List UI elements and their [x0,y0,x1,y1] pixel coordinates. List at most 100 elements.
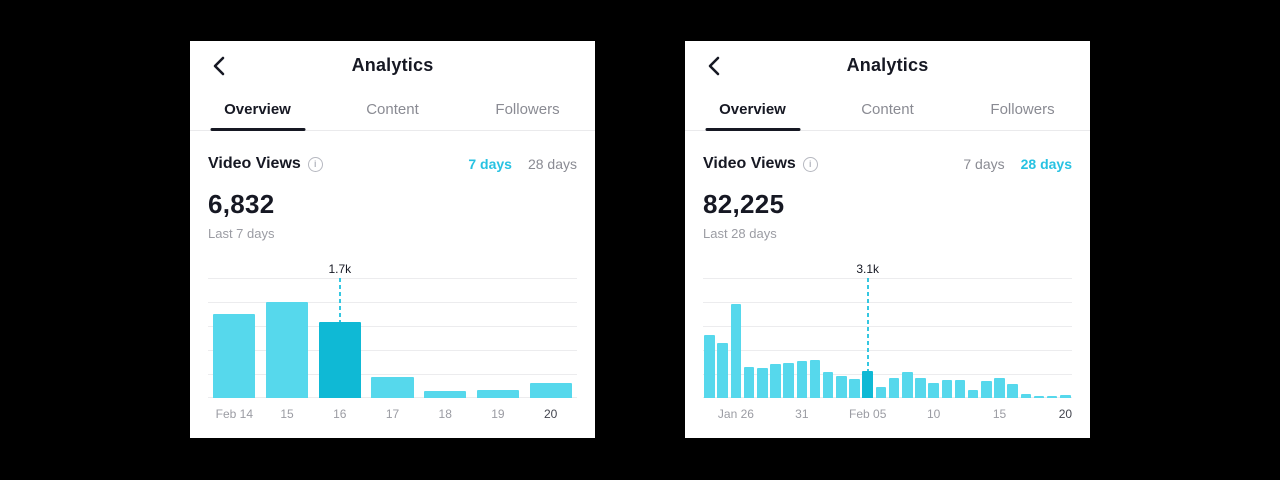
gridline [208,374,577,375]
period-28days[interactable]: 28 days [1020,156,1072,172]
gridline [703,326,1072,327]
chart-bar-jan-28[interactable] [757,368,768,398]
tab-bar: Overview Content Followers [685,89,1090,131]
gridline [208,278,577,279]
metric-subtitle: Last 28 days [703,226,777,241]
chart-bar-feb-10[interactable] [928,383,939,398]
x-axis-label: 17 [385,407,400,421]
chevron-left-icon [708,56,719,76]
chart-bar-feb-15[interactable] [265,302,309,398]
chart-bar-feb-15[interactable] [994,378,1005,398]
selection-dashed-line [338,278,341,323]
tab-followers[interactable]: Followers [955,89,1090,130]
chart-plot-area [208,278,577,398]
gridline [703,397,1072,398]
chart-bar-feb-02[interactable] [822,371,834,398]
chart-bar-jan-29[interactable] [770,364,781,398]
chart-bar-feb-11[interactable] [941,379,953,398]
chart-bar-feb-08[interactable] [901,371,913,398]
video-views-chart-28days: 3.1k Jan 26 31 Feb 05 10 15 20 [703,259,1072,425]
chart-bar-feb-18[interactable] [424,391,467,398]
x-axis-label: Jan 26 [717,407,754,421]
period-selector: 7 days 28 days [963,156,1072,172]
period-7days[interactable]: 7 days [963,156,1005,172]
period-7days[interactable]: 7 days [468,156,512,172]
gridline [208,350,577,351]
gridline [208,326,577,327]
tab-overview[interactable]: Overview [190,89,325,130]
tab-content[interactable]: Content [325,89,460,130]
chart-bar-feb-12[interactable] [954,379,966,398]
gridline [703,350,1072,351]
section-title-label: Video Views [703,155,796,172]
period-selector: 7 days 28 days [468,156,577,172]
app-header: Analytics [190,41,595,89]
chart-bar-jan-26[interactable] [730,304,742,398]
chart-plot-area [703,278,1072,398]
info-icon[interactable]: i [307,156,323,172]
period-28days[interactable]: 28 days [527,156,577,172]
chart-bar-jan-30[interactable] [783,363,794,398]
chart-bar-feb-17[interactable] [371,376,414,398]
x-axis-label: 31 [795,407,809,421]
chart-bar-feb-16[interactable] [1007,384,1018,398]
gridline [208,302,577,303]
x-axis-label: 16 [333,407,347,421]
chart-bar-feb-20[interactable] [529,383,572,398]
chart-x-axis: Jan 26 31 Feb 05 10 15 20 [703,405,1072,425]
x-axis-label: 10 [926,407,941,421]
gridline [703,302,1072,303]
chart-bar-feb-14[interactable] [213,313,256,398]
metric-subtitle: Last 7 days [208,226,275,241]
selection-dashed-line [866,278,869,372]
chart-bar-feb-17[interactable] [1020,393,1032,398]
chart-bar-feb-07[interactable] [888,378,900,398]
x-axis-label: Feb 14 [215,407,254,421]
chart-bar-feb-13[interactable] [967,390,979,398]
video-views-chart-7days: 1.7k Feb 14 15 16 17 18 19 20 [208,259,577,425]
back-button[interactable] [699,52,727,80]
tooltip-row: 1.7k [208,259,577,278]
tooltip-value: 3.1k [856,262,880,276]
x-axis-label: Feb 05 [849,407,887,421]
tooltip-row: 3.1k [703,259,1072,278]
chart-bar-feb-19[interactable] [476,389,519,398]
section-title: Video Views i [703,155,818,173]
chart-bar-jan-25[interactable] [717,343,729,398]
chart-bar-jan-24[interactable] [704,335,715,398]
info-icon[interactable]: i [802,156,818,172]
chart-bar-feb-01[interactable] [809,359,821,398]
chart-bar-feb-16[interactable] [318,322,361,398]
chart-bar-feb-05[interactable] [862,371,873,398]
chart-bar-feb-18[interactable] [1033,395,1045,398]
chart-bar-jan-31[interactable] [796,360,808,398]
section-header: Video Views i 7 days 28 days [208,155,577,173]
chart-bar-feb-14[interactable] [981,381,992,398]
tab-bar: Overview Content Followers [190,89,595,131]
chart-bar-feb-04[interactable] [849,378,860,398]
x-axis-label: 18 [438,407,452,421]
section-title: Video Views i [208,155,323,173]
x-axis-label: 15 [992,407,1007,421]
x-axis-label: 20 [543,407,558,421]
section-header: Video Views i 7 days 28 days [703,155,1072,173]
metric-value: 82,225 [703,189,785,219]
gridline [703,278,1072,279]
app-header: Analytics [685,41,1090,89]
back-button[interactable] [204,52,232,80]
x-axis-label: 20 [1058,407,1073,421]
tab-overview[interactable]: Overview [685,89,820,130]
chart-bar-feb-20[interactable] [1060,394,1071,398]
tab-followers[interactable]: Followers [460,89,595,130]
chart-bar-feb-03[interactable] [836,376,847,398]
chart-bar-feb-06[interactable] [875,386,887,398]
tooltip-value: 1.7k [328,262,352,276]
tab-content[interactable]: Content [820,89,955,130]
chart-bar-jan-27[interactable] [743,366,755,398]
page-title: Analytics [846,54,929,75]
x-axis-label: 19 [491,407,505,421]
chart-bar-feb-09[interactable] [915,378,926,398]
analytics-screen-28days: Analytics Overview Content Followers Vid… [685,41,1090,438]
chart-bar-feb-19[interactable] [1046,395,1058,398]
